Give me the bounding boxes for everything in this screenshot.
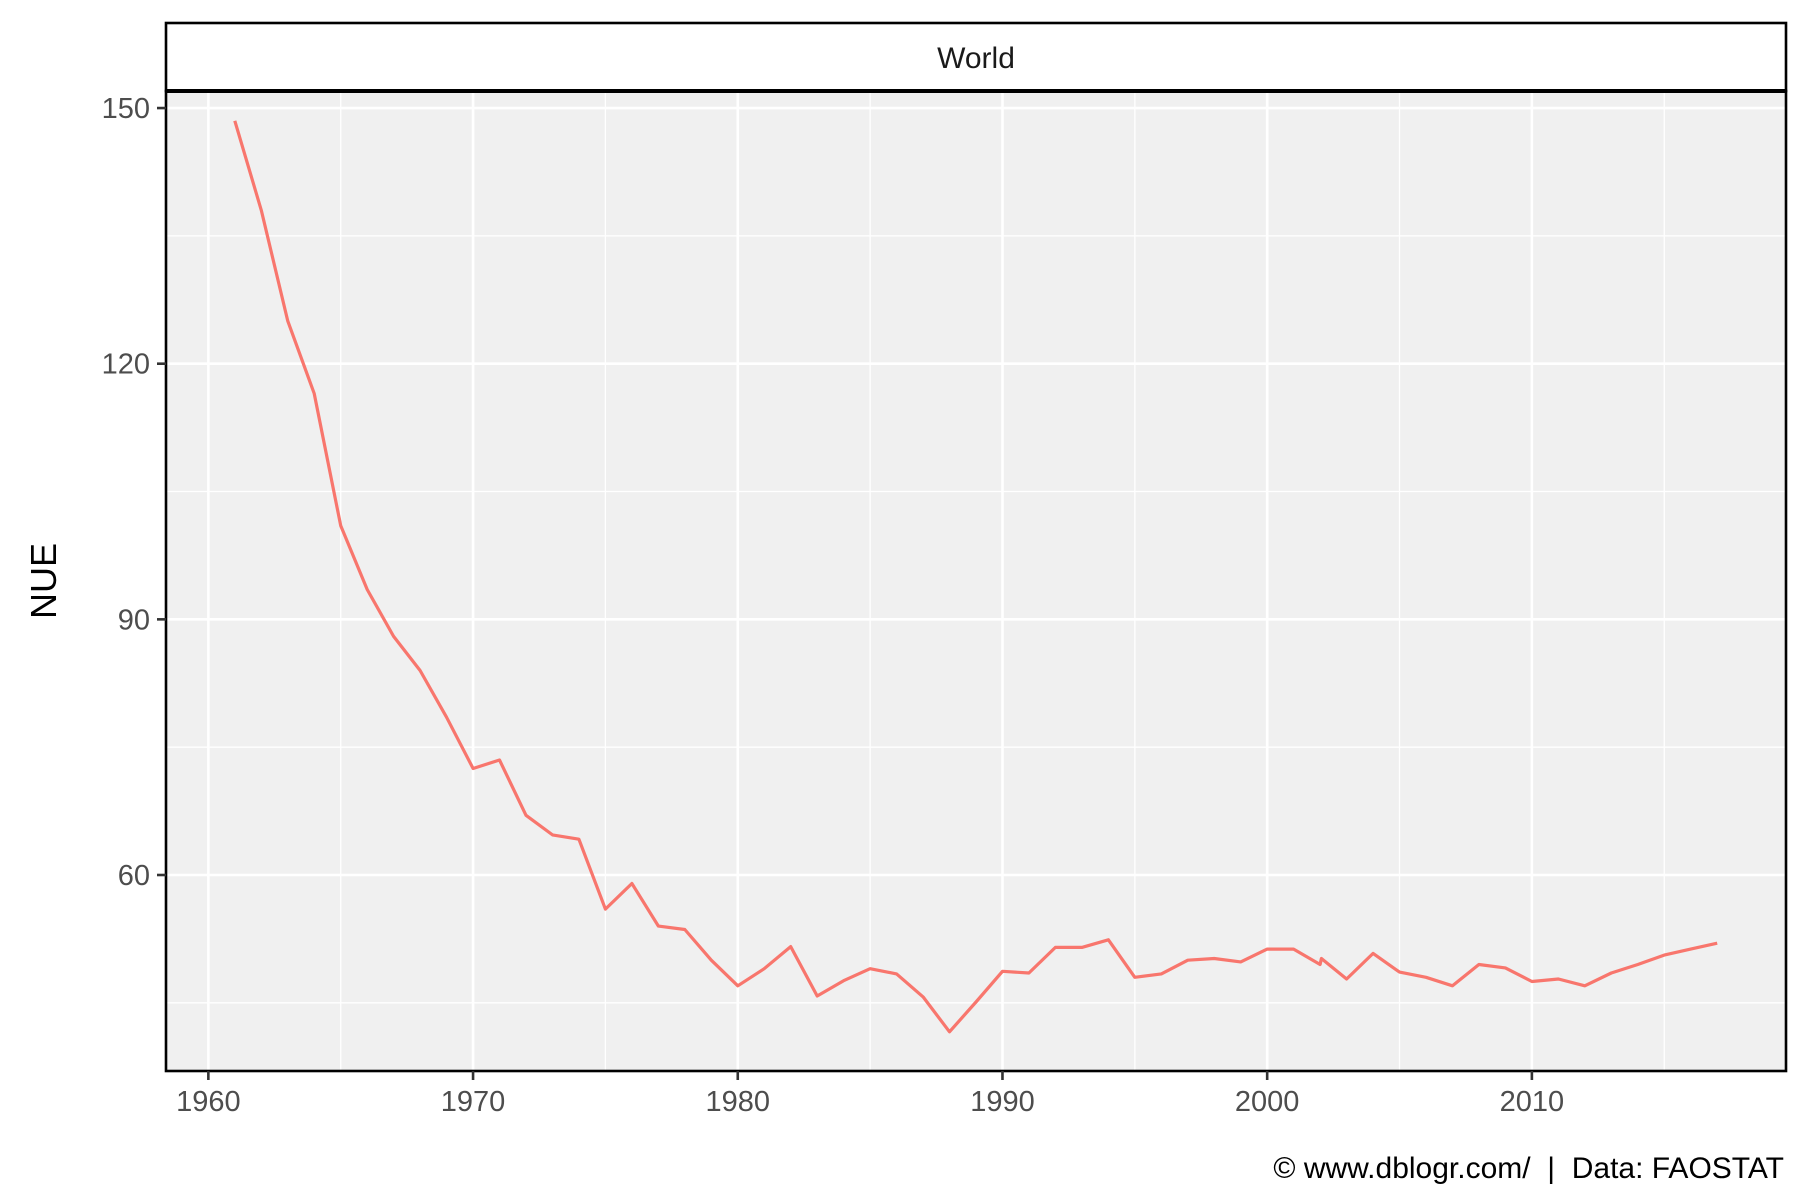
y-tick-label: 150 [102, 93, 150, 125]
major-gridlines [166, 91, 1786, 1071]
x-tick-label: 2010 [1500, 1086, 1565, 1118]
series-layer [233, 120, 1718, 1034]
y-tick-label: 60 [118, 860, 150, 892]
x-tick-label: 1990 [970, 1086, 1035, 1118]
y-tick-label: 90 [118, 604, 150, 636]
source-caption: © www.dblogr.com/ | Data: FAOSTAT [1273, 1152, 1784, 1185]
facet-strip-label: World [937, 42, 1015, 75]
series-line-0 [233, 120, 1718, 1034]
x-tick-label: 1970 [441, 1086, 506, 1118]
x-tick-label: 2000 [1235, 1086, 1300, 1118]
facet-strip [164, 21, 1788, 93]
y-tick-label: 120 [102, 349, 150, 381]
minor-gridlines [166, 91, 1786, 1071]
y-axis: 60 90 120 150 [102, 93, 166, 892]
x-tick-label: 1980 [706, 1086, 771, 1118]
x-tick-label: 1960 [176, 1086, 241, 1118]
y-axis-title: NUE [23, 543, 64, 619]
x-axis: 1960 1970 1980 1990 2000 2010 [176, 1071, 1564, 1118]
panel-background [166, 91, 1786, 1071]
